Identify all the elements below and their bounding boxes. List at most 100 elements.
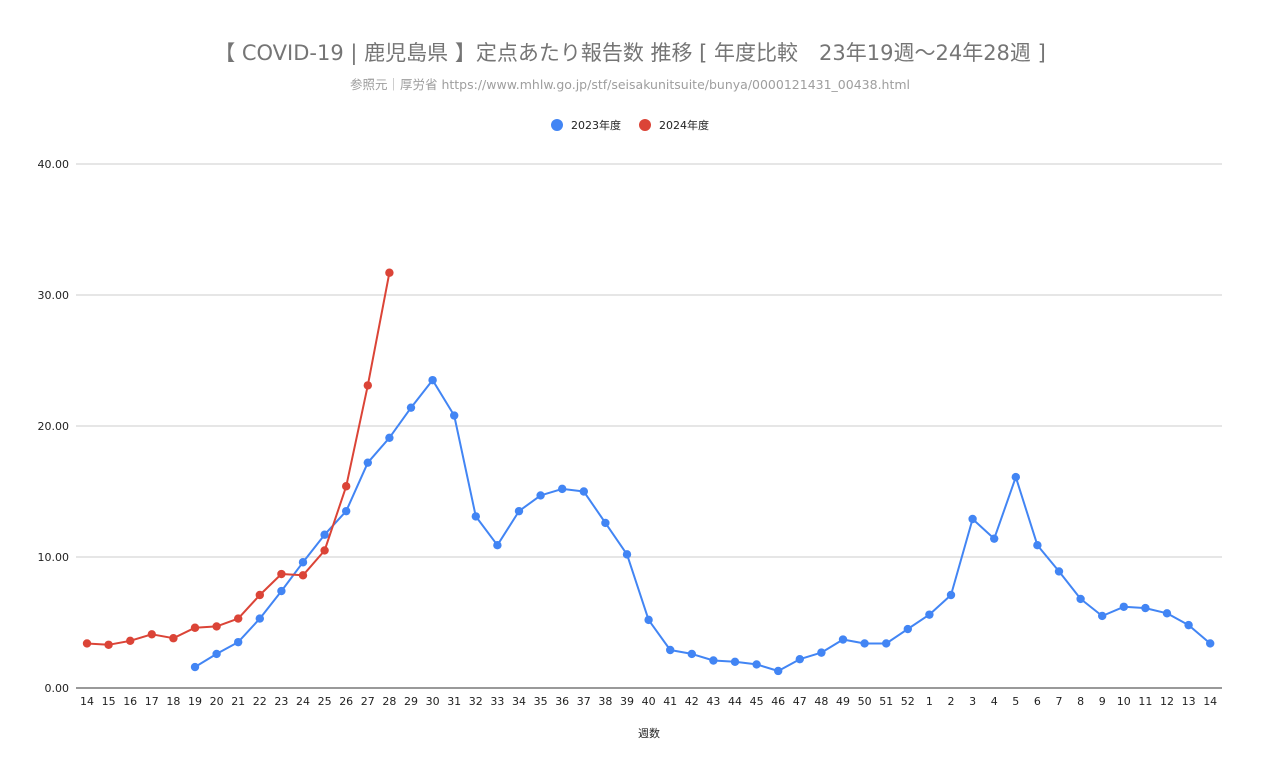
x-tick-label: 35 [534,695,548,708]
data-point [385,268,394,277]
x-tick-label: 7 [1056,695,1063,708]
x-tick-label: 20 [210,695,224,708]
x-tick-label: 41 [663,695,677,708]
data-point [838,635,848,644]
x-tick-label: 9 [1099,695,1106,708]
data-point [234,637,243,647]
data-point [644,615,653,625]
series-2 [82,268,394,649]
data-point [817,648,826,657]
gridlines [76,163,1222,689]
data-point [406,403,416,412]
x-tick-label: 15 [102,695,116,708]
data-point [903,624,912,634]
data-point [882,639,891,648]
chart-subtitle: 参照元｜厚労省 https://www.mhlw.go.jp/stf/seisa… [350,77,910,92]
y-tick-label: 30.00 [38,289,70,302]
series-line [86,272,391,646]
data-point [579,487,588,496]
x-tick-label: 38 [598,695,612,708]
series-line [194,379,1211,672]
data-point [277,569,286,579]
data-point [1119,602,1129,611]
data-point [946,590,956,600]
data-point [277,586,286,596]
data-point [320,530,329,539]
x-tick-label: 51 [879,695,893,708]
x-tick-label: 14 [80,695,94,708]
data-point [968,514,977,524]
chart-title: 【 COVID-19 | 鹿児島県 】定点あたり報告数 推移 [ 年度比較 23… [214,41,1046,66]
data-point [795,654,804,664]
legend-item: 2023年度 [551,118,621,132]
data-point [363,458,372,467]
x-axis-title: 週数 [638,727,660,740]
data-point [514,506,524,516]
y-axis-ticks: 0.00 10.00 20.00 30.00 40.00 [38,158,70,695]
data-point [147,630,156,639]
data-point [212,649,221,659]
x-tick-label: 31 [447,695,461,708]
legend-marker [639,119,651,131]
data-point [190,623,200,632]
x-tick-label: 10 [1117,695,1131,708]
x-tick-label: 4 [991,695,998,708]
x-tick-label: 50 [858,695,872,708]
data-point [1141,603,1150,613]
x-tick-label: 44 [728,695,742,708]
data-point [298,571,308,580]
data-point [126,636,135,646]
data-point [558,484,567,494]
x-tick-label: 18 [166,695,180,708]
data-point [234,614,243,623]
data-point [471,512,480,521]
series-layer [82,268,1215,676]
y-tick-label: 10.00 [38,551,70,564]
x-tick-label: 23 [274,695,288,708]
x-tick-label: 48 [814,695,828,708]
data-point [1033,541,1042,550]
x-tick-label: 2 [948,695,955,708]
y-tick-label: 0.00 [45,682,70,695]
data-point [342,482,351,491]
x-tick-label: 8 [1077,695,1084,708]
legend-label: 2023年度 [571,118,621,132]
series-1 [190,375,1215,676]
x-tick-label: 21 [231,695,245,708]
x-tick-label: 32 [469,695,483,708]
data-point [925,610,934,619]
x-tick-label: 40 [642,695,656,708]
x-tick-label: 24 [296,695,310,708]
data-point [1054,567,1064,576]
y-tick-label: 40.00 [38,158,70,171]
x-tick-label: 11 [1138,695,1152,708]
x-tick-label: 14 [1203,695,1217,708]
data-point [298,558,308,567]
data-point [255,590,264,600]
data-point [687,649,696,659]
data-point [342,506,351,516]
data-point [169,634,178,643]
data-point [255,614,264,623]
x-tick-label: 6 [1034,695,1041,708]
x-tick-label: 43 [706,695,720,708]
data-point [82,639,92,648]
x-tick-label: 22 [253,695,267,708]
x-tick-label: 28 [382,695,396,708]
data-point [1011,472,1020,482]
x-tick-label: 52 [901,695,915,708]
data-point [363,381,372,390]
x-tick-label: 17 [145,695,159,708]
data-point [1206,639,1215,648]
x-axis-ticks: 14 15 16 17 18 19 20 21 22 23 24 25 26 27 28 29 30 31 32 33… [80,695,1217,708]
data-point [493,541,502,550]
x-tick-label: 36 [555,695,569,708]
x-tick-label: 26 [339,695,353,708]
x-tick-label: 16 [123,695,137,708]
data-point [860,639,869,648]
legend-label: 2024年度 [659,118,709,132]
x-tick-label: 1 [926,695,933,708]
data-point [730,657,740,666]
